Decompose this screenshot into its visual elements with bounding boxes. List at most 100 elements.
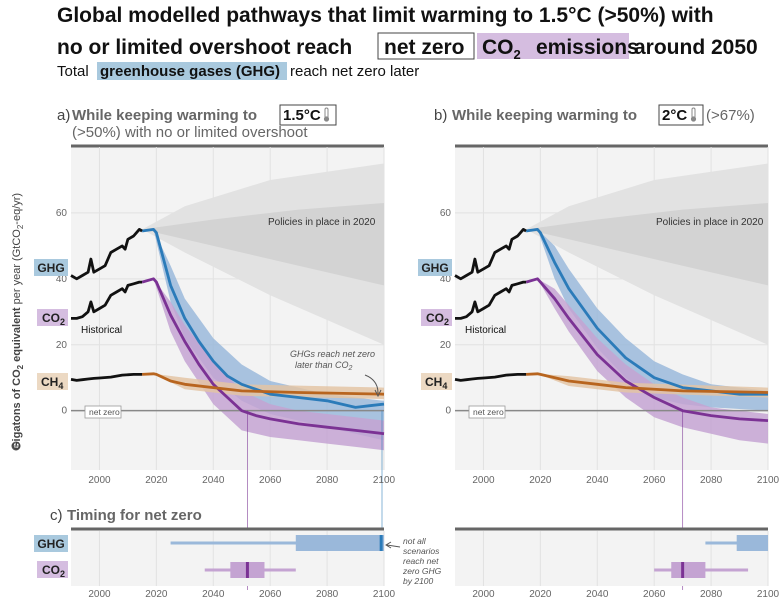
- thermometer-icon: [690, 107, 697, 122]
- panel-a-policies-band: [142, 163, 384, 345]
- line-co2: [141, 277, 385, 436]
- x-tick-label: 2000: [88, 589, 111, 599]
- x-tick-label: 2020: [529, 589, 552, 599]
- historical-label: Historical: [81, 325, 122, 336]
- x-tick-label: 2080: [316, 589, 339, 599]
- series-label-ghg-a: GHG: [34, 259, 68, 276]
- panel-b-title-pre: While keeping warming to: [452, 107, 637, 124]
- panel-a-temp: 1.5°C: [283, 107, 321, 124]
- timing-note: not all scenarios reach net zero GHG by …: [402, 536, 444, 586]
- panel-b-x-ticks: 2000 2020 2040 2060 2080 2100: [472, 475, 779, 486]
- svg-text:net zero: net zero: [89, 407, 120, 417]
- line-co2: [525, 277, 769, 422]
- policies-band-inner: [526, 203, 768, 286]
- y-tick-label: 40: [440, 274, 452, 285]
- y-tick-label: 20: [440, 340, 452, 351]
- ghg-note-arrow: [364, 374, 379, 394]
- historical-co2: [71, 280, 143, 320]
- title-suffix2: around 2050: [634, 36, 758, 59]
- x-tick-label: 2000: [472, 475, 495, 486]
- historical-ch4: [70, 373, 143, 382]
- panel-a-title-pre: While keeping warming to: [72, 107, 257, 124]
- y-tick-label: 20: [56, 340, 68, 351]
- svg-text:CH4: CH4: [425, 375, 447, 391]
- panel-a-y-ticks: 0 20 40 60: [56, 208, 68, 417]
- panel-a-letter: a): [57, 107, 70, 124]
- svg-text:GHG: GHG: [37, 537, 64, 551]
- historical-ghg: [454, 228, 527, 281]
- panel-c-timing-2c: 2000 2020 2040 2060 2080 2100: [455, 527, 780, 599]
- box-co2: [671, 562, 706, 578]
- y-tick-label: 60: [440, 208, 452, 219]
- title-line1: Global modelled pathways that limit warm…: [57, 4, 714, 27]
- policies-label-b: Policies in place in 2020: [656, 217, 764, 228]
- x-tick-label: 2080: [700, 589, 723, 599]
- policies-label: Policies in place in 2020: [268, 217, 376, 228]
- series-label-co2-b: CO2: [421, 309, 452, 327]
- title-netzero-box: [377, 32, 475, 60]
- panel-b-policies-band: [526, 163, 768, 345]
- subtitle: Total greenhouse gases (GHG) reach net z…: [57, 63, 419, 80]
- x-tick-label: 2100: [757, 589, 780, 599]
- panel-b-y-ticks: 0 20 40 60: [440, 208, 452, 417]
- panel-b-letter: b): [434, 107, 447, 124]
- historical-ghg: [70, 228, 143, 281]
- x-tick-label: 2020: [529, 475, 552, 486]
- title-line2: no or limited overshoot reach net zero C…: [57, 36, 758, 64]
- policies-band-inner: [142, 203, 384, 286]
- svg-text:CO2: CO2: [426, 311, 449, 327]
- y-tick-label: 60: [56, 208, 68, 219]
- panel-c-title-text: Timing for net zero: [67, 507, 202, 524]
- title-netzero: net zero: [384, 36, 465, 59]
- x-tick-label: 2020: [145, 589, 168, 599]
- y-tick-label: 0: [61, 406, 67, 417]
- x-tick-label: 2080: [700, 475, 723, 486]
- series-label-ghg-b: GHG: [418, 259, 452, 276]
- x-tick-label: 2100: [757, 475, 780, 486]
- y-tick-label: 40: [56, 274, 68, 285]
- panel-b-temp: 2°C: [662, 107, 687, 124]
- x-tick-label: 2060: [259, 475, 282, 486]
- panel-a-x-ticks: 2000 2020 2040 2060 2080 2100: [88, 475, 395, 486]
- subtitle-suffix: reach net zero later: [290, 63, 419, 80]
- timing-label-co2: CO2: [37, 561, 68, 579]
- x-tick-label: 2080: [316, 475, 339, 486]
- line-ch4: [142, 372, 385, 396]
- x-tick-label: 2020: [145, 475, 168, 486]
- subtitle-prefix: Total: [57, 63, 89, 80]
- subtitle-ghg-box: [97, 62, 287, 80]
- panel-a-lines: [70, 228, 385, 436]
- globe-icon: [11, 441, 21, 451]
- x-tick-label: 2100: [373, 589, 396, 599]
- arrow-head-icon: [385, 541, 392, 549]
- panel-c-timing-1-5c: 2000 2020 2040 2060 2080 2100: [71, 527, 396, 599]
- x-tick-label: 2060: [643, 589, 666, 599]
- thermometer-icon: [323, 107, 330, 122]
- panel-c2-background: [455, 528, 768, 586]
- x-tick-label: 2040: [586, 475, 609, 486]
- x-tick-label: 2000: [472, 589, 495, 599]
- historical-co2: [455, 280, 527, 320]
- title-emissions: emissions: [536, 36, 639, 59]
- arrow-head-icon: [374, 389, 382, 398]
- ghg-note: GHGs reach net zero later than CO2: [290, 349, 378, 372]
- series-label-ch4-a: CH4: [37, 373, 68, 391]
- svg-text:CH4: CH4: [41, 375, 63, 391]
- header: Global modelled pathways that limit warm…: [57, 4, 758, 80]
- svg-text:GHG: GHG: [37, 261, 64, 275]
- historical-label-b: Historical: [465, 325, 506, 336]
- title-co2-box: [477, 33, 629, 59]
- svg-text:GHG: GHG: [421, 261, 448, 275]
- line-ghg: [141, 228, 385, 409]
- box-ghg: [736, 535, 768, 551]
- subtitle-ghg: greenhouse gases (GHG): [100, 63, 280, 80]
- title-co2: CO: [482, 36, 514, 59]
- timing-label-ghg: GHG: [34, 535, 68, 552]
- x-tick-label: 2040: [202, 589, 225, 599]
- series-label-co2-a: CO2: [37, 309, 68, 327]
- box-ghg: [295, 535, 384, 551]
- x-tick-label: 2040: [202, 475, 225, 486]
- svg-text:CO2: CO2: [42, 311, 65, 327]
- panel-a-temp-box: [279, 104, 337, 126]
